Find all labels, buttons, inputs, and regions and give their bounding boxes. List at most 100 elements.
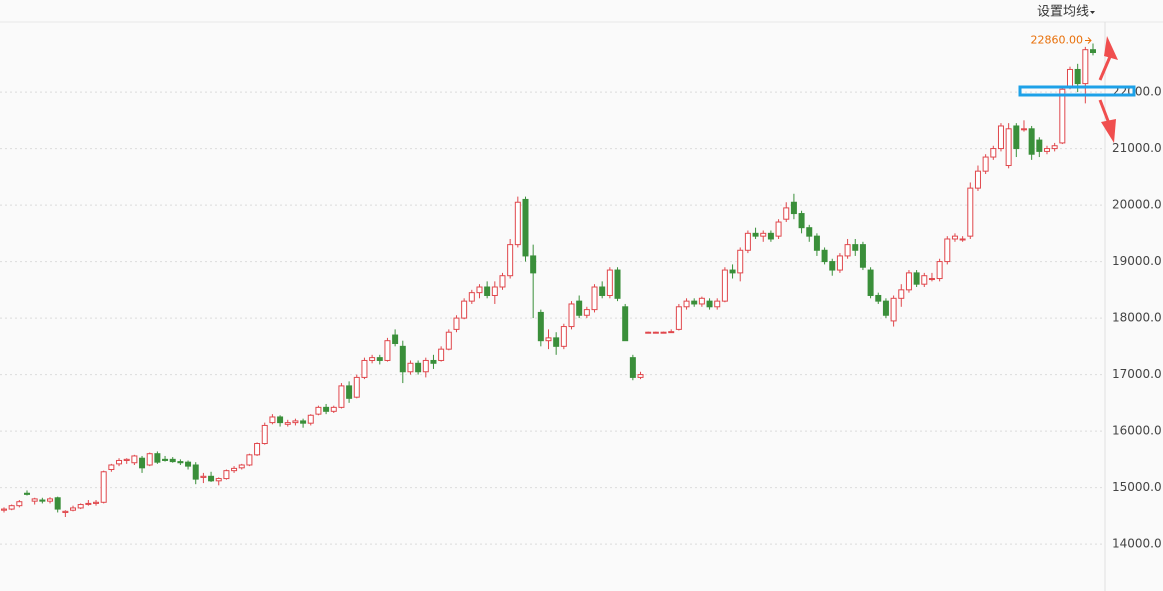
y-tick-label: 15000.0 [1112,480,1162,494]
y-tick-label: 14000.0 [1112,537,1162,551]
y-tick-label: 17000.0 [1112,367,1162,381]
candle-body [660,331,667,334]
candle-body [645,331,652,334]
candle-body [323,406,330,412]
candle-body [1,508,7,511]
candle-body [859,244,866,268]
candle-body [629,357,636,378]
candle-body [890,297,897,322]
candle-body [116,459,123,465]
menu-caret[interactable] [1090,11,1095,14]
candle-body [1059,88,1066,144]
y-tick-label: 20000.0 [1112,198,1162,212]
candle-body [836,255,843,271]
y-tick-label: 19000.0 [1112,254,1162,268]
candle-body [775,221,782,237]
candle-body [721,269,728,302]
candle-body [591,286,598,311]
candle-body [752,232,759,237]
candle-body [599,286,606,296]
candle-body [1036,139,1043,152]
candle-body [698,297,705,305]
candle-body [16,501,23,507]
candle-body [783,207,790,220]
candle-body [576,300,583,316]
candle-body [997,125,1004,150]
candle-body [614,269,621,299]
candle-body [545,337,552,342]
ma-menu[interactable]: 设置均线 [1037,5,1089,20]
candle-body [982,156,989,172]
candle-body [346,385,353,399]
candle-body [208,475,215,482]
candle-body [254,443,261,456]
candle-body [223,470,230,480]
candle-body [192,464,199,480]
candle-body [77,504,84,509]
candle-body [944,238,951,263]
candle-body [269,416,276,424]
candle-body [806,227,813,237]
candle-body [767,232,774,240]
candle-body [399,345,406,373]
candle-body [238,464,245,469]
candle-body [407,362,414,373]
candle-body [384,340,391,361]
candle-body [330,406,337,412]
candle-body [292,420,299,424]
candle-body [445,331,452,350]
candle-body [415,362,422,373]
candle-body [62,510,69,513]
candle-body [867,269,874,296]
candle-body [974,170,981,189]
candle-body [530,255,537,274]
candle-body [461,300,468,319]
candle-body [729,269,736,274]
candle-body [277,416,284,424]
candle-body [913,272,920,285]
candle-body [200,475,207,478]
candle-body [744,232,751,251]
candle-body [714,300,721,308]
candle-body [1013,125,1020,150]
candle-body [177,461,184,464]
candle-body [668,331,675,334]
candle-body [622,306,629,342]
candle-body [468,292,475,302]
candle-body [1051,145,1058,150]
y-tick-label: 18000.0 [1112,311,1162,325]
candle-body [438,348,445,361]
candle-body [93,501,100,504]
candle-body [928,278,935,281]
candle-body [990,148,997,158]
candle-body [875,294,882,302]
candle-body [1090,49,1096,54]
candle-body [829,261,836,271]
arrow-up-head [1104,36,1118,60]
candle-body [123,458,130,461]
candle-body [905,272,912,291]
candle-body [453,317,460,330]
candle-body [491,286,498,296]
candle-body [553,337,560,347]
candle-body [476,286,483,294]
candle-body [514,201,521,246]
candle-body [606,269,613,296]
candle-body [844,244,851,257]
candle-body [139,457,146,469]
candle-body [246,454,253,466]
candle-body [1043,148,1050,152]
candle-body [1028,128,1035,155]
candle-body [169,458,176,463]
candle-body [691,300,698,305]
candle-body [70,507,77,511]
candle-body [131,455,138,464]
candle-body [1005,128,1012,167]
candle-body [1082,49,1089,85]
plot: 14000.0 15000.0 16000.0 17000.0 18000.0 19000… [0,33,1162,551]
candle-body [100,471,107,503]
candle-body [39,499,46,502]
candle-body [583,309,590,316]
candle-body [484,286,491,296]
candle-body [959,238,966,241]
